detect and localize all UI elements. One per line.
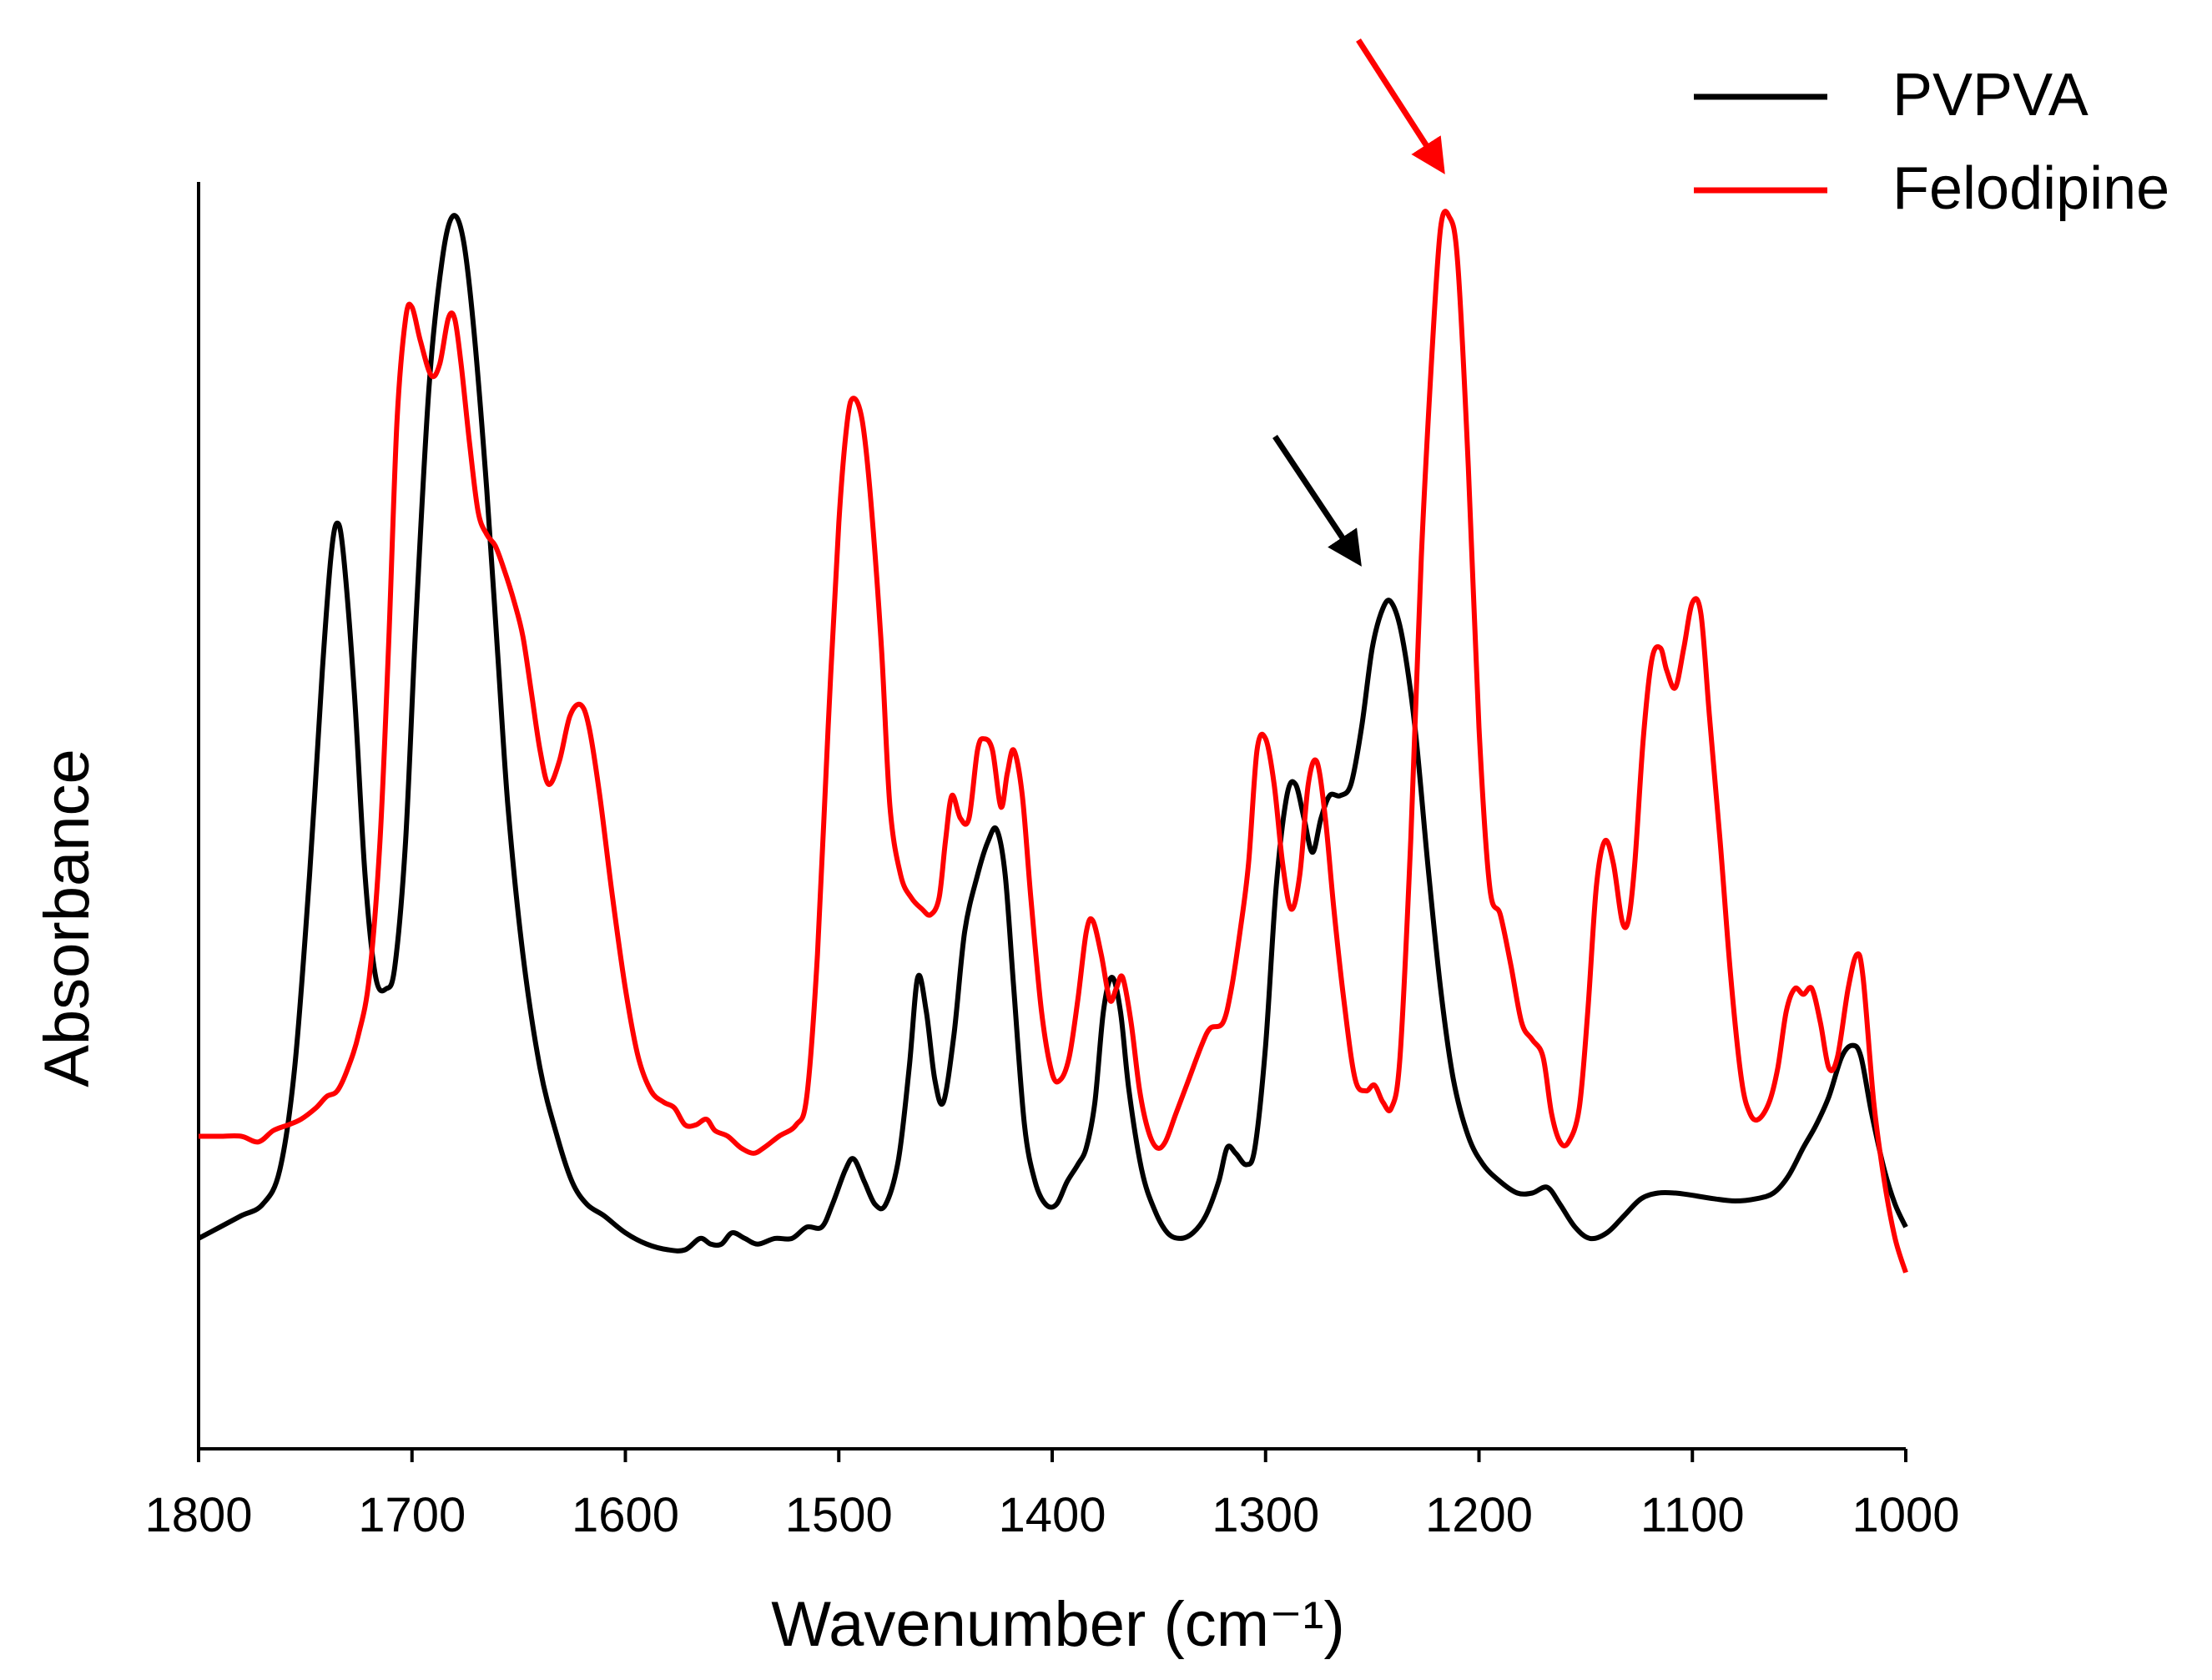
x-axis-title: Wavenumber (cm⁻¹): [771, 1589, 1345, 1660]
legend: PVPVA Felodipine: [1694, 62, 2169, 222]
x-tick-label-1700: 1700: [358, 1488, 466, 1542]
series-group: [197, 209, 1908, 1274]
x-tick-label-1200: 1200: [1425, 1488, 1533, 1542]
x-tick-label-1500: 1500: [785, 1488, 893, 1542]
x-tick-label-1300: 1300: [1212, 1488, 1319, 1542]
felodipine-peak-arrow: [1356, 38, 1445, 174]
series-line-pvpva: [197, 213, 1908, 1254]
pvpva-peak-arrow: [1272, 435, 1362, 567]
y-axis-title: Absorbance: [32, 749, 103, 1087]
x-tick-label-1000: 1000: [1852, 1488, 1959, 1542]
series-line-felodipine: [199, 209, 1908, 1274]
x-tick-label-1800: 1800: [144, 1488, 252, 1542]
legend-label-pvpva: PVPVA: [1892, 62, 2089, 129]
x-tick-label-1600: 1600: [572, 1488, 679, 1542]
x-axis-ticks: 1800 1700 1600 1500 1400 1300 1200 1100 1000: [144, 1449, 1960, 1542]
x-tick-label-1100: 1100: [1640, 1488, 1745, 1542]
x-tick-label-1400: 1400: [998, 1488, 1106, 1542]
legend-label-felodipine: Felodipine: [1892, 155, 2169, 222]
